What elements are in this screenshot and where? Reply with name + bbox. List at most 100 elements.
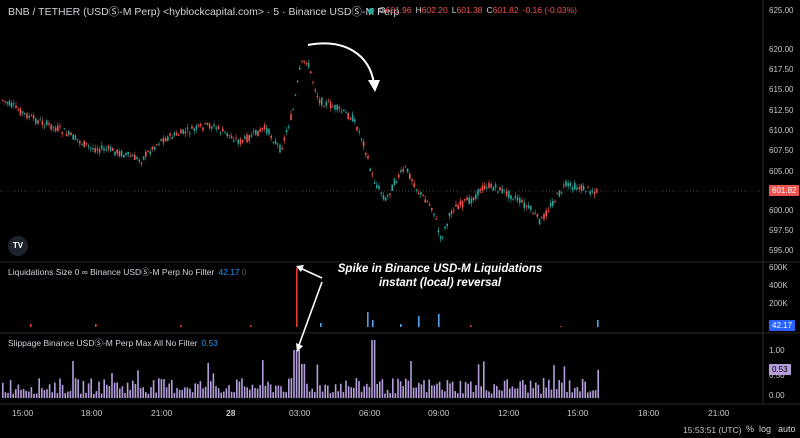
candle-body (373, 182, 376, 184)
liquidations-pane-label[interactable]: Liquidations Size 0 ∞ Binance USDⓈ-M Per… (8, 266, 246, 278)
utc-clock[interactable]: 15:53:51 (UTC) (683, 425, 742, 435)
slippage-bar (48, 384, 51, 398)
candle-body (277, 143, 279, 145)
slippage-bar (368, 386, 371, 398)
slippage-bar (4, 392, 7, 398)
slippage-bar (77, 379, 79, 398)
candle-body (257, 130, 259, 137)
slippage-bar (329, 393, 332, 398)
slippage-bar (431, 385, 433, 398)
auto-scale-button[interactable]: auto (778, 424, 796, 434)
slippage-bar (438, 381, 441, 398)
candle-body (457, 205, 459, 210)
candle-body (406, 168, 409, 173)
ohlc-close-key: C (486, 5, 493, 15)
slippage-bar (230, 391, 233, 398)
slippage-bar (449, 383, 451, 398)
slippage-bar (420, 384, 423, 398)
slippage-bar (243, 386, 246, 398)
slippage-bar (519, 381, 521, 398)
slippage-bar (129, 389, 131, 398)
symbol-title[interactable]: BNB / TETHER (USDⓈ-M Perp) <hyblockcapit… (8, 6, 400, 18)
slippage-bar (90, 378, 92, 398)
arrow-head-icon (368, 80, 380, 92)
ohlc-open-key: O (379, 5, 386, 15)
slippage-bar (529, 380, 532, 398)
slippage-bar (82, 380, 85, 398)
slippage-bar (113, 382, 116, 398)
candle-body (208, 123, 211, 128)
candle-body (4, 100, 6, 102)
candle-body (351, 114, 354, 122)
slippage-bar (95, 391, 98, 398)
slippage-bar (553, 365, 555, 398)
candle-body (514, 195, 517, 198)
slippage-bar (527, 392, 529, 398)
slippage-bar (290, 378, 293, 398)
log-scale-button[interactable]: log (759, 424, 772, 434)
liquidation-bar (320, 323, 322, 327)
slippage-bar (288, 378, 290, 398)
candle-body (59, 125, 61, 127)
slippage-bar (12, 393, 14, 398)
slippage-bar (412, 387, 415, 398)
slippage-bar (72, 361, 74, 398)
candle-body (136, 156, 138, 160)
slippage-bar (262, 360, 264, 398)
slippage-bar (454, 391, 456, 398)
candle-body (87, 145, 90, 147)
candle-body (376, 184, 378, 188)
time-axis-label: 15:00 (12, 408, 34, 418)
candle-body (107, 146, 110, 149)
slippage-bar (332, 392, 334, 398)
candle-body (365, 152, 367, 155)
candle-body (318, 99, 321, 104)
slippage-bar (493, 384, 495, 398)
slippage-bar (163, 379, 165, 398)
slippage-bar (587, 392, 589, 398)
candle-body (61, 132, 63, 134)
slippage-bar (147, 393, 150, 398)
slippage-bar (535, 382, 537, 398)
slippage-bar (342, 391, 345, 398)
percent-scale-button[interactable]: % (746, 424, 755, 434)
candle-body (576, 187, 578, 190)
candle-body (195, 126, 198, 130)
candle-body (6, 102, 8, 104)
tradingview-logo[interactable]: TV (8, 236, 28, 256)
slippage-bar (324, 384, 326, 398)
slippage-bar (9, 380, 12, 398)
slippage-bar (17, 384, 20, 398)
candle-body (96, 148, 99, 151)
slippage-pane-label[interactable]: Slippage Binance USDⓈ-M Perp Max All No … (8, 337, 218, 349)
candle-body (134, 155, 136, 160)
slippage-bar (2, 382, 4, 398)
slippage-bar (199, 381, 202, 398)
candle-body (393, 178, 396, 186)
slippage-bar (38, 378, 40, 398)
candle-body (578, 187, 580, 189)
slippage-bar (108, 386, 111, 398)
slippage-bar (119, 388, 121, 398)
candle-body (582, 186, 585, 191)
slippage-bar (402, 386, 404, 398)
candle-body (191, 126, 193, 129)
slippage-bar (64, 393, 66, 398)
slippage-bar (410, 361, 412, 398)
slippage-bar (152, 380, 155, 398)
slippage-bar (67, 391, 69, 398)
candle-body (74, 135, 77, 140)
time-axis-label: 06:00 (359, 408, 381, 418)
slippage-bar (132, 380, 134, 398)
slippage-bar (337, 391, 339, 398)
candle-body (17, 109, 19, 111)
slippage-bar (509, 388, 511, 398)
candle-body (138, 159, 140, 162)
slippage-bar (381, 379, 384, 398)
candle-body (279, 144, 281, 153)
candle-body (332, 106, 334, 108)
slippage-bar (433, 385, 436, 398)
candle-body (21, 111, 24, 114)
price-axis-tick: 595.00 (769, 246, 794, 255)
